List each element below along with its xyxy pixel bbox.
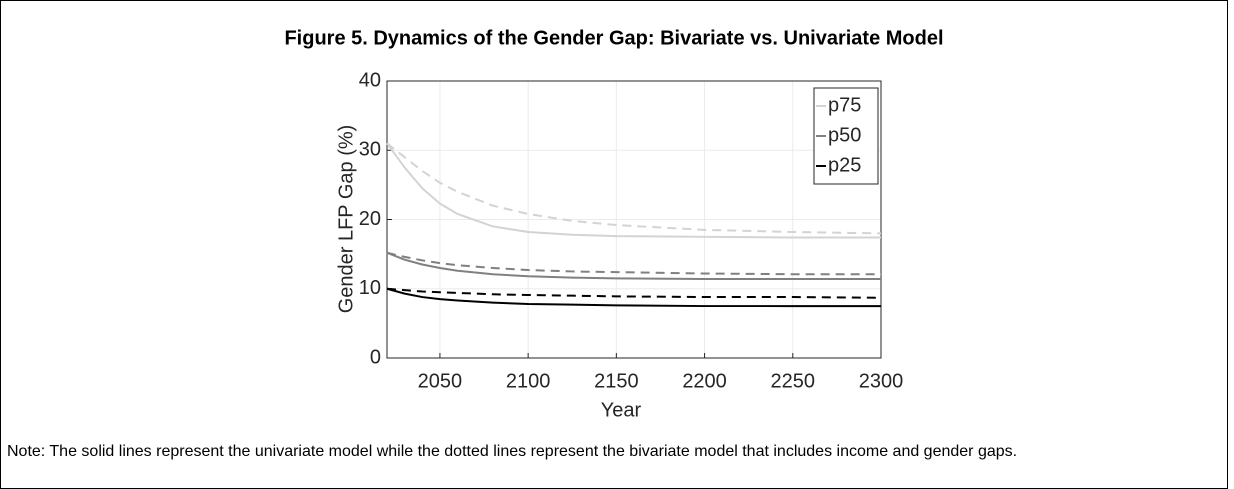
y-tick-label: 20 xyxy=(359,208,381,230)
x-tick-label: 2200 xyxy=(682,370,727,392)
series-line xyxy=(386,142,882,235)
y-tick-label: 40 xyxy=(359,69,381,91)
y-tick-label: 30 xyxy=(359,139,381,161)
chart: Figure 5. Dynamics of the Gender Gap: Bi… xyxy=(284,27,943,421)
x-tick-label: 2100 xyxy=(506,370,551,392)
y-tick-label: 0 xyxy=(370,346,381,368)
series-line xyxy=(386,287,881,308)
y-tick-label: 10 xyxy=(359,277,381,299)
x-tick-label: 2250 xyxy=(771,370,816,392)
chart-title: Figure 5. Dynamics of the Gender Gap: Bi… xyxy=(284,27,943,49)
legend-label: p25 xyxy=(828,154,861,176)
axes-box xyxy=(386,80,882,359)
x-tick-label: 2300 xyxy=(859,370,904,392)
x-tick-label: 2050 xyxy=(418,370,463,392)
series-line xyxy=(386,251,881,276)
x-axis-label: Year xyxy=(601,399,642,421)
y-axis-label: Gender LFP Gap (%) xyxy=(335,125,357,314)
legend-label: p75 xyxy=(828,94,861,116)
note: Note: The solid lines represent the univ… xyxy=(7,443,1018,460)
series-line xyxy=(386,251,881,281)
legend-label: p50 xyxy=(828,124,861,146)
x-tick-label: 2150 xyxy=(594,370,639,392)
series-line xyxy=(386,142,881,239)
series-line xyxy=(386,287,882,299)
